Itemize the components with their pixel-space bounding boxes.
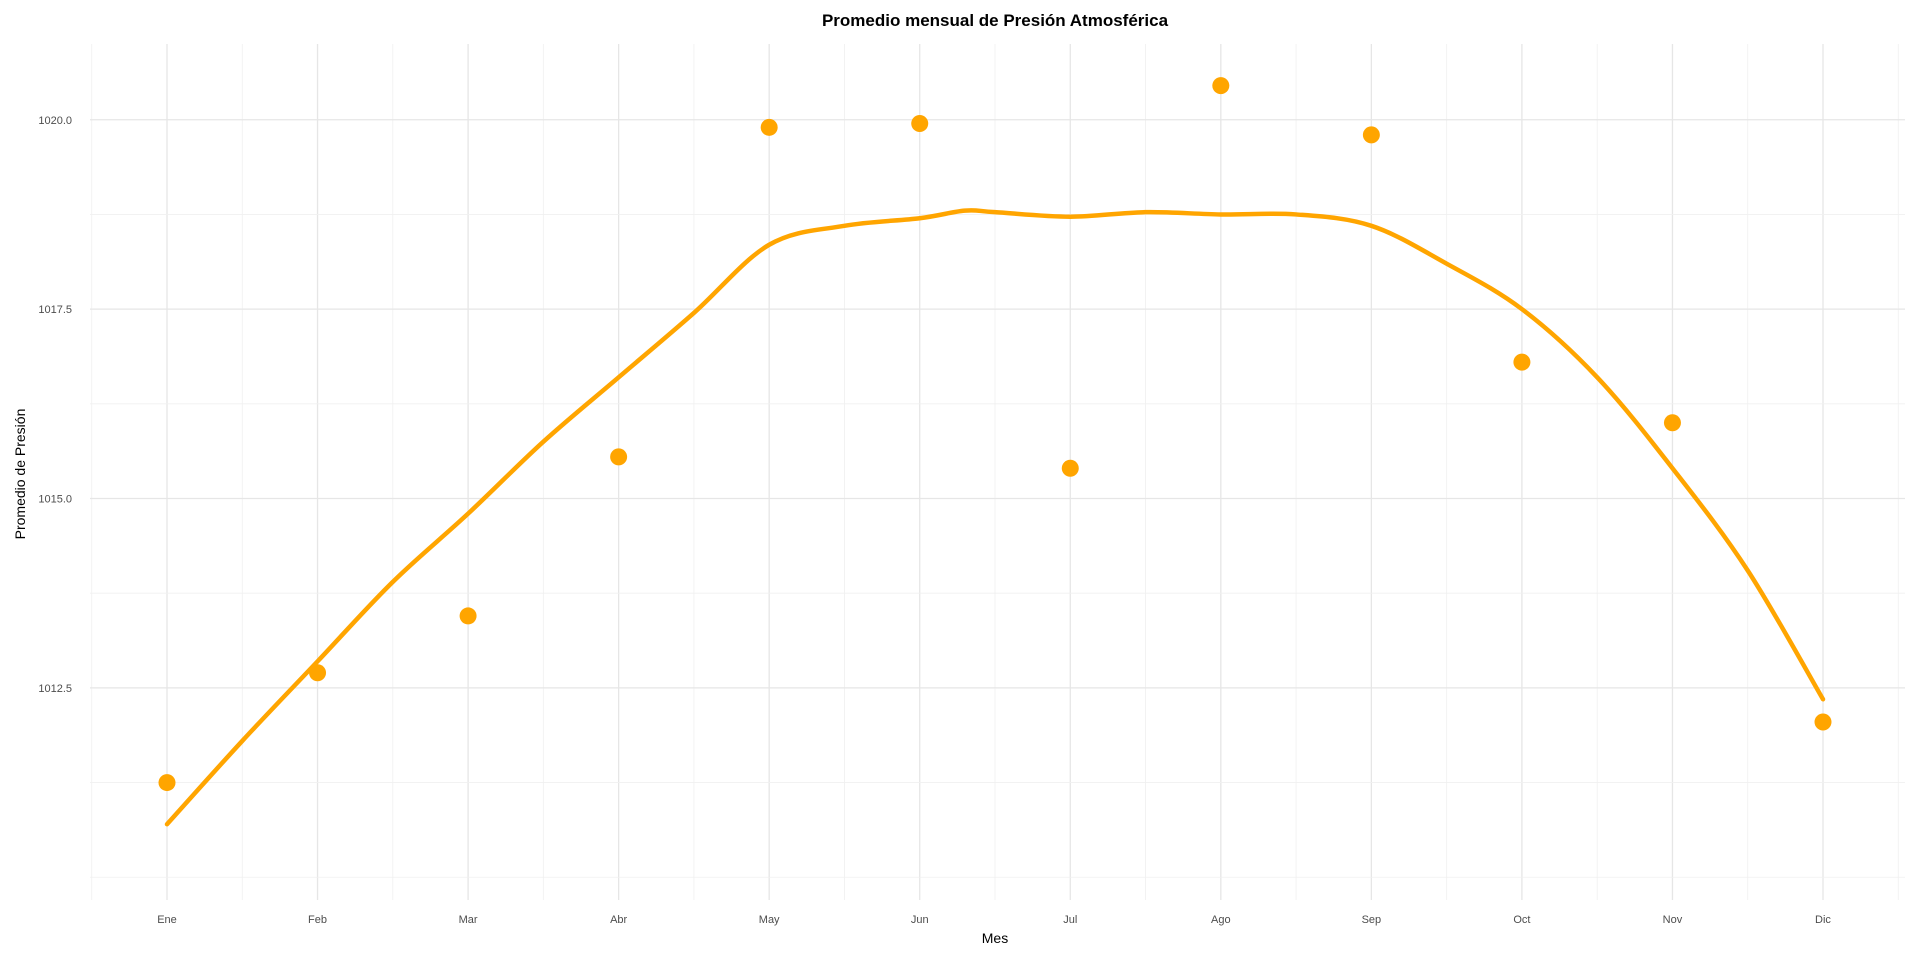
y-tick-label: 1020.0	[38, 115, 72, 127]
x-tick-label: Sep	[1362, 914, 1382, 926]
data-point	[158, 774, 176, 792]
data-point	[309, 664, 327, 682]
data-point	[1513, 353, 1531, 371]
x-tick-label: Dic	[1815, 914, 1831, 926]
data-point	[1362, 126, 1380, 144]
x-tick-label: Ene	[157, 914, 177, 926]
chart-title: Promedio mensual de Presión Atmosférica	[822, 11, 1169, 30]
x-tick-label: Mar	[459, 914, 478, 926]
x-tick-label: Abr	[610, 914, 627, 926]
x-tick-label: Feb	[308, 914, 327, 926]
data-point	[911, 115, 929, 133]
y-tick-label: 1015.0	[38, 494, 72, 506]
grid	[90, 44, 1905, 900]
y-axis-ticks: 1012.5 1015.0 1017.5 1020.0	[38, 115, 72, 695]
points-layer	[158, 77, 1832, 792]
x-tick-label: Oct	[1513, 914, 1530, 926]
smooth-line-layer	[164, 208, 1826, 827]
y-tick-label: 1017.5	[38, 304, 72, 316]
x-tick-label: Nov	[1663, 914, 1683, 926]
y-tick-label: 1012.5	[38, 683, 72, 695]
x-axis-ticks: Ene Feb Mar Abr May Jun Jul Ago Sep Oct Nov Dic	[157, 914, 1831, 926]
data-point	[1061, 459, 1079, 477]
data-point	[760, 118, 778, 136]
x-tick-label: May	[759, 914, 780, 926]
data-point	[1814, 713, 1832, 731]
x-tick-label: Ago	[1211, 914, 1231, 926]
data-point	[459, 607, 477, 625]
x-axis-title: Mes	[982, 930, 1008, 946]
data-point	[610, 448, 628, 466]
smooth-trend-line	[164, 208, 1826, 827]
x-tick-label: Jul	[1063, 914, 1077, 926]
y-axis-title: Promedio de Presión	[12, 409, 28, 540]
x-tick-label: Jun	[911, 914, 929, 926]
data-point	[1663, 414, 1681, 432]
data-point	[1212, 77, 1230, 95]
